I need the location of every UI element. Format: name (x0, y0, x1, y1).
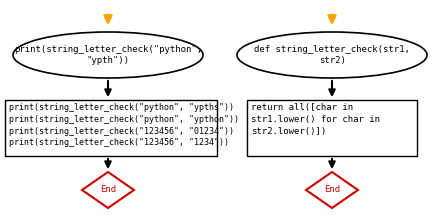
Polygon shape (82, 172, 134, 208)
Text: print(string_letter_check("python",
"ypth")): print(string_letter_check("python", "ypt… (14, 45, 202, 65)
FancyBboxPatch shape (247, 100, 417, 156)
Polygon shape (306, 172, 358, 208)
Text: End: End (324, 185, 340, 194)
FancyBboxPatch shape (5, 100, 217, 156)
Text: def string_letter_check(str1,
str2): def string_letter_check(str1, str2) (254, 45, 410, 65)
Ellipse shape (13, 32, 203, 78)
Text: End: End (100, 185, 116, 194)
Ellipse shape (237, 32, 427, 78)
Text: print(string_letter_check("python", "ypths"))
print(string_letter_check("python": print(string_letter_check("python", "ypt… (9, 103, 239, 147)
Text: return all([char in
str1.lower() for char in
str2.lower()]): return all([char in str1.lower() for cha… (251, 103, 380, 136)
